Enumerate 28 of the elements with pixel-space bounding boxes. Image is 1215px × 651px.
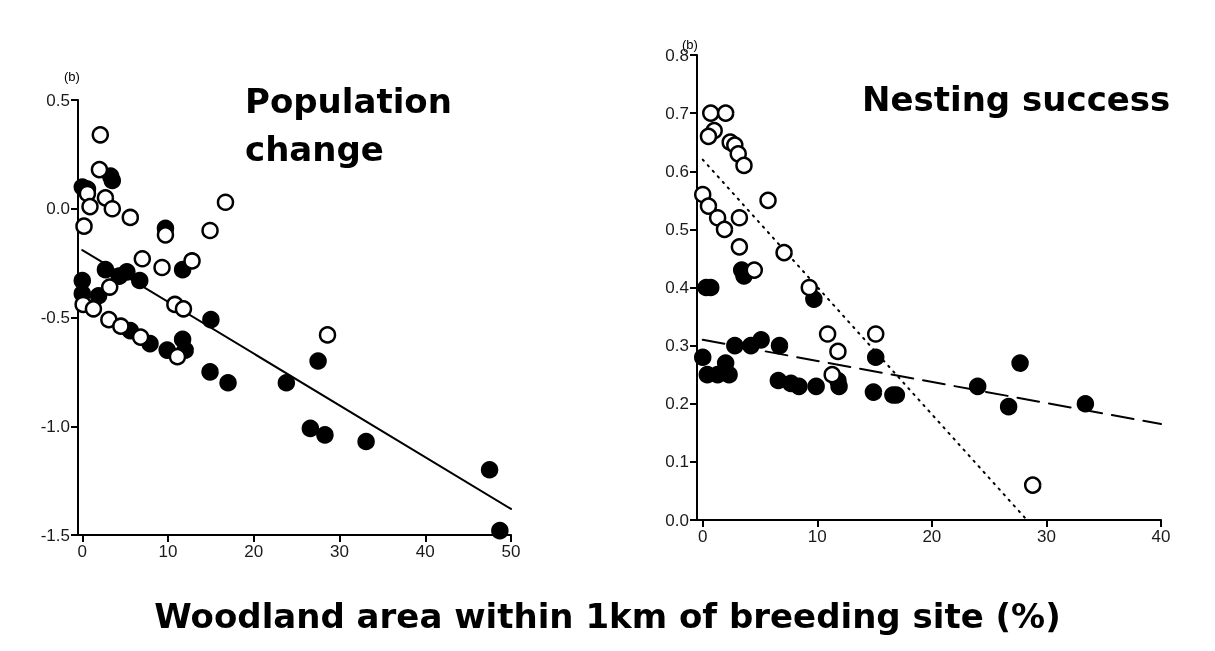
x-tick-label: 20 <box>244 542 264 561</box>
x-tick-label: 30 <box>330 542 349 561</box>
y-tick-label: 0.7 <box>665 103 689 123</box>
x-tick-label: 40 <box>1151 527 1171 546</box>
y-tick-label: -1.0 <box>40 416 70 436</box>
x-tick-label: 10 <box>158 542 178 561</box>
x-tick-label: 40 <box>415 542 435 561</box>
x-tick-label: 30 <box>1036 527 1056 546</box>
y-tick-label: 0.5 <box>46 90 70 110</box>
text: (b) <box>64 69 80 84</box>
x-tick-label: 50 <box>501 542 521 561</box>
x-tick-label: 0 <box>697 527 708 546</box>
y-tick-label: 0.0 <box>46 199 70 219</box>
y-tick-label: 0.3 <box>665 336 689 356</box>
y-tick-label: 0.4 <box>665 278 689 297</box>
x-axis-title: Woodland area within 1km of breeding site (%) <box>153 596 1062 636</box>
y-tick-label: 0.5 <box>665 219 689 239</box>
y-tick-label: 0.1 <box>665 452 689 472</box>
x-tick-label: 20 <box>922 527 942 546</box>
y-tick-label: -0.5 <box>40 308 70 327</box>
y-tick-label: 0.2 <box>665 394 689 414</box>
y-tick-label: 0.0 <box>665 510 689 530</box>
x-tick-label: 0 <box>77 542 88 561</box>
chart-title: Population change <box>245 81 464 169</box>
text: Nesting success <box>862 79 1171 119</box>
y-tick-label: 0.6 <box>665 161 689 181</box>
y-tick-label: -1.5 <box>40 525 70 545</box>
x-tick-label: 10 <box>807 527 827 546</box>
